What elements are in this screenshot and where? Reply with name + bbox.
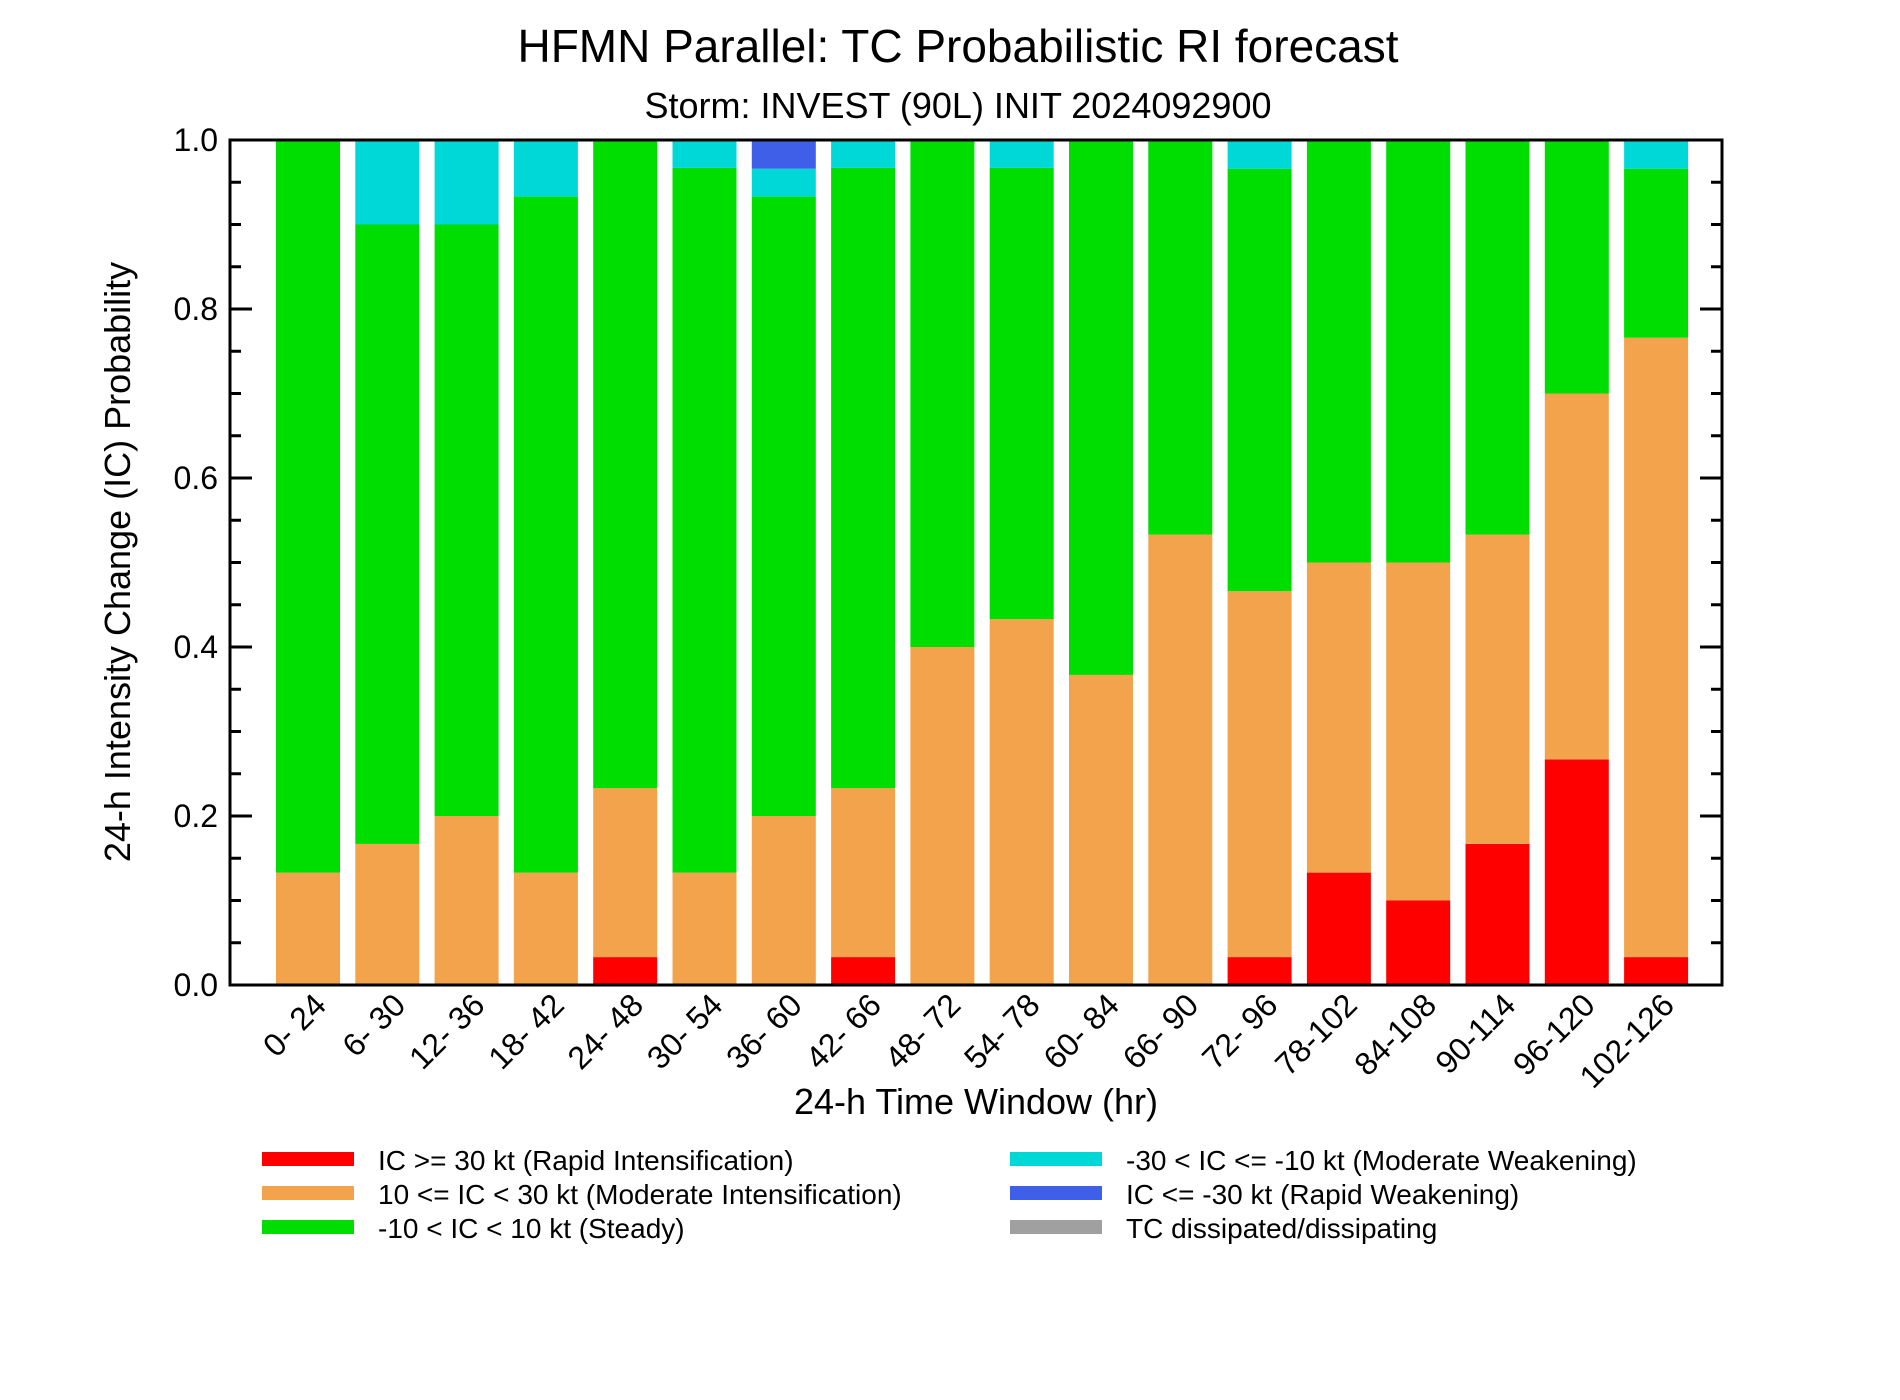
- legend: IC >= 30 kt (Rapid Intensification)10 <=…: [262, 1145, 1637, 1244]
- y-tick-label: 0.8: [174, 291, 218, 327]
- x-tick-label: 0- 24: [256, 986, 333, 1063]
- bar-segment: [1227, 957, 1292, 985]
- x-tick-label: 42- 66: [798, 986, 888, 1076]
- x-tick-label: 6- 30: [335, 986, 412, 1063]
- x-tick-label: 12- 36: [402, 986, 492, 1076]
- bar-segment: [1465, 843, 1530, 985]
- x-tick-label: 36- 60: [719, 986, 809, 1076]
- bar-segment: [1624, 337, 1689, 958]
- bar-segment: [989, 167, 1054, 620]
- bar-segment: [593, 788, 658, 958]
- bar-segment: [672, 140, 737, 168]
- bar-segment: [1069, 140, 1133, 675]
- bar-segment: [1386, 562, 1451, 901]
- x-tick-label: 24- 48: [561, 986, 651, 1076]
- y-tick-label: 1.0: [174, 122, 218, 158]
- bar-segment: [1306, 140, 1371, 563]
- bar-segment: [1148, 534, 1213, 985]
- bar-segment: [751, 816, 816, 985]
- y-tick-label: 0.2: [174, 798, 218, 834]
- bar-segment: [1227, 168, 1292, 592]
- y-tick-label: 0.4: [174, 629, 218, 665]
- legend-swatch: [1010, 1186, 1102, 1200]
- bar-segment: [276, 872, 340, 985]
- bar-segment: [672, 167, 737, 873]
- legend-label: IC <= -30 kt (Rapid Weakening): [1126, 1179, 1519, 1210]
- bar-segment: [513, 872, 578, 985]
- bar-segment: [513, 140, 578, 197]
- legend-swatch: [262, 1186, 354, 1200]
- x-tick-label: 48- 72: [878, 986, 968, 1076]
- bar-segment: [989, 140, 1054, 168]
- bar-segment: [1386, 900, 1451, 985]
- bar-segment: [434, 816, 499, 985]
- x-tick-label: 78-102: [1268, 986, 1364, 1082]
- bar-segment: [751, 140, 816, 169]
- bar-segment: [910, 647, 975, 985]
- x-axis-label: 24-h Time Window (hr): [794, 1081, 1158, 1122]
- bar-segment: [1544, 393, 1609, 760]
- bars-layer: [276, 140, 1689, 985]
- bar-segment: [593, 140, 658, 789]
- bar-segment: [276, 140, 340, 873]
- bar-segment: [434, 140, 499, 225]
- bar-segment: [1227, 591, 1292, 958]
- bar-segment: [1624, 140, 1689, 169]
- x-tick-label: 54- 78: [957, 986, 1047, 1076]
- bar-segment: [1306, 562, 1371, 873]
- bar-segment: [1386, 140, 1451, 563]
- bar-segment: [751, 196, 816, 817]
- x-tick-label: 66- 90: [1116, 986, 1206, 1076]
- bar-segment: [355, 224, 420, 844]
- bar-segment: [1148, 140, 1213, 535]
- legend-swatch: [262, 1152, 354, 1166]
- chart-title: HFMN Parallel: TC Probabilistic RI forec…: [517, 20, 1398, 72]
- bar-segment: [1069, 674, 1133, 985]
- bar-segment: [910, 140, 975, 647]
- bar-segment: [1624, 957, 1689, 985]
- bar-segment: [1306, 872, 1371, 985]
- bar-segment: [434, 224, 499, 816]
- bar-segment: [751, 168, 816, 197]
- y-axis-label: 24-h Intensity Change (IC) Probability: [97, 262, 138, 862]
- x-tick-label: 30- 54: [640, 986, 730, 1076]
- legend-swatch: [1010, 1152, 1102, 1166]
- bar-segment: [1465, 534, 1530, 844]
- bar-segment: [1544, 140, 1609, 394]
- bar-segment: [831, 788, 896, 958]
- x-tick-label: 18- 42: [481, 986, 571, 1076]
- x-tick-label: 84-108: [1347, 986, 1443, 1082]
- legend-label: 10 <= IC < 30 kt (Moderate Intensificati…: [378, 1179, 902, 1210]
- x-tick-label: 72- 96: [1195, 986, 1285, 1076]
- legend-label: -10 < IC < 10 kt (Steady): [378, 1213, 685, 1244]
- legend-swatch: [1010, 1220, 1102, 1234]
- bar-segment: [831, 140, 896, 168]
- bar-segment: [355, 140, 420, 225]
- bar-segment: [1624, 168, 1689, 338]
- legend-label: IC >= 30 kt (Rapid Intensification): [378, 1145, 794, 1176]
- legend-swatch: [262, 1220, 354, 1234]
- chart-subtitle: Storm: INVEST (90L) INIT 2024092900: [645, 85, 1272, 126]
- legend-label: TC dissipated/dissipating: [1126, 1213, 1437, 1244]
- bar-segment: [672, 872, 737, 985]
- bar-segment: [831, 167, 896, 789]
- legend-label: -30 < IC <= -10 kt (Moderate Weakening): [1126, 1145, 1637, 1176]
- x-tick-label: 90-114: [1428, 986, 1522, 1080]
- bar-segment: [593, 957, 658, 985]
- y-tick-label: 0.6: [174, 460, 218, 496]
- bar-segment: [1227, 140, 1292, 169]
- bar-segment: [513, 196, 578, 873]
- bar-segment: [1544, 759, 1609, 985]
- bar-segment: [989, 619, 1054, 985]
- bar-segment: [831, 957, 896, 985]
- x-tick-label: 60- 84: [1036, 986, 1126, 1076]
- y-tick-label: 0.0: [174, 967, 218, 1003]
- bar-segment: [355, 843, 420, 985]
- bar-segment: [1465, 140, 1530, 535]
